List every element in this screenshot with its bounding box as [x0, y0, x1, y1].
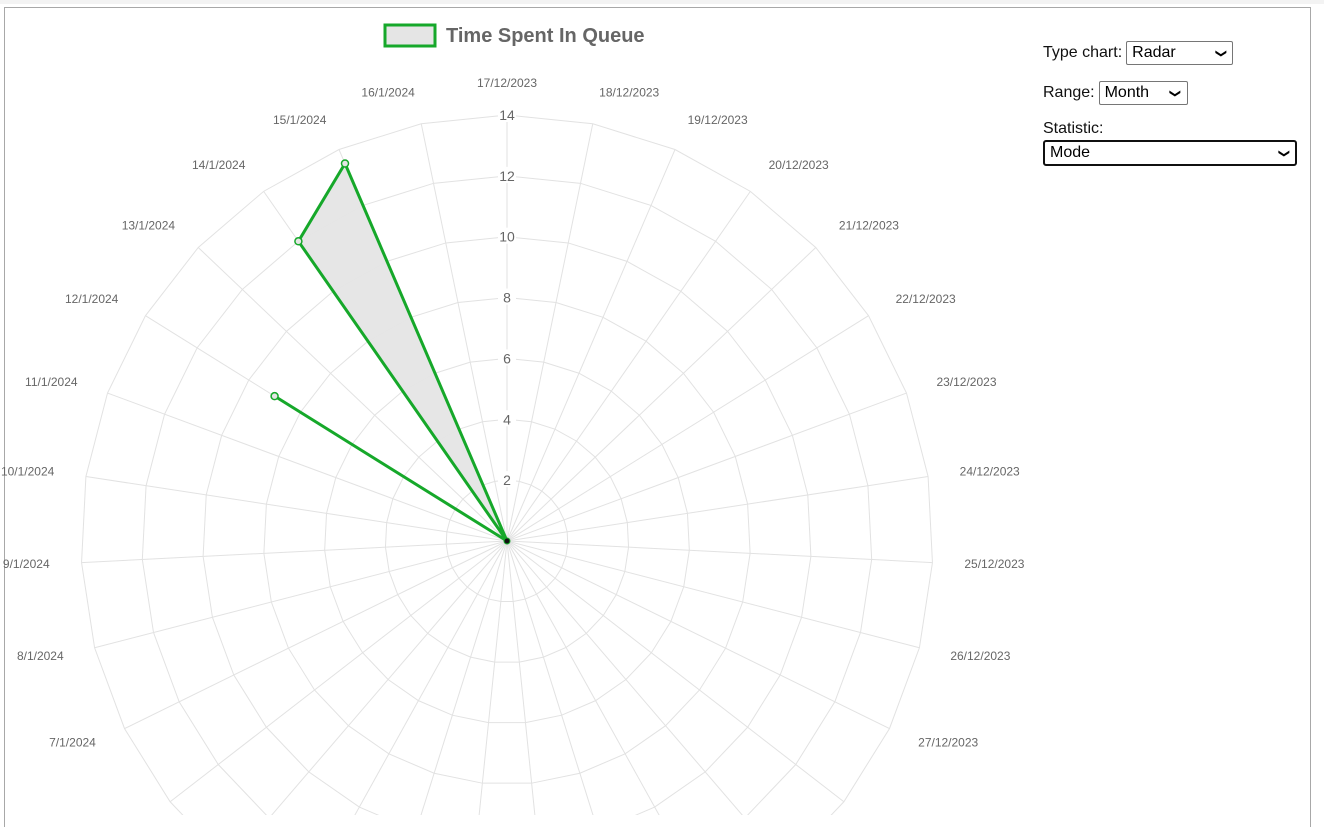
category-label: 7/1/2024: [49, 736, 96, 750]
category-label: 10/1/2024: [1, 465, 55, 479]
category-label: 25/12/2023: [964, 557, 1024, 571]
tick-label: 14: [499, 107, 515, 123]
radar-spokes: [81, 115, 933, 815]
series-layer: [270, 159, 511, 545]
legend[interactable]: Time Spent In Queue: [383, 23, 645, 48]
type-chart-select[interactable]: Radar ❯: [1126, 41, 1234, 65]
category-label: 26/12/2023: [950, 649, 1010, 663]
category-label: 20/12/2023: [769, 158, 829, 172]
spoke-line: [420, 123, 508, 542]
tick-label: 8: [503, 290, 511, 306]
spoke-line: [420, 540, 508, 815]
spoke-line: [94, 540, 508, 649]
range-row: Range: Month ❯: [1043, 80, 1297, 106]
chevron-down-icon: ❯: [1215, 48, 1228, 58]
spoke-line: [124, 540, 508, 730]
tick-backdrop: [498, 410, 516, 427]
tick-backdrop: [498, 288, 516, 305]
category-label: 16/1/2024: [361, 85, 415, 99]
data-point[interactable]: [294, 237, 303, 246]
radar-grid: [81, 114, 933, 815]
category-label: 9/1/2024: [3, 557, 50, 571]
spoke-line: [85, 475, 508, 542]
category-label: 13/1/2024: [122, 218, 176, 232]
spoke-line: [506, 540, 536, 815]
chevron-down-icon: ❯: [1277, 148, 1290, 158]
series-area: [273, 162, 509, 543]
spoke-line: [506, 475, 929, 542]
category-label: 23/12/2023: [936, 375, 996, 389]
data-point[interactable]: [340, 159, 350, 168]
tick-backdrop: [498, 227, 516, 244]
spoke-line: [506, 191, 751, 542]
radial-tick-labels: 2 4 6 8 10 12 14: [498, 106, 516, 488]
range-label: Range:: [1043, 84, 1095, 101]
spoke-line: [169, 540, 508, 803]
top-strip: [0, 0, 1324, 4]
grid-ring: [445, 479, 569, 603]
tick-backdrop: [498, 349, 516, 366]
tick-backdrop: [498, 471, 516, 488]
type-chart-label: Type chart:: [1043, 44, 1123, 61]
spoke-line: [354, 540, 508, 815]
grid-ring: [141, 175, 873, 815]
category-label: 27/12/2023: [918, 736, 978, 750]
chart-controls: Type chart: Radar ❯ Range: Month ❯ Stati…: [1043, 40, 1297, 166]
spoke-line: [506, 247, 817, 542]
category-label: 19/12/2023: [688, 113, 748, 127]
tick-label: 2: [503, 472, 511, 488]
grid-ring: [324, 357, 690, 724]
grid-ring: [263, 297, 751, 784]
spoke-line: [107, 392, 508, 542]
type-chart-row: Type chart: Radar ❯: [1043, 40, 1297, 66]
category-label: 11/1/2024: [25, 375, 78, 389]
statistic-label: Statistic:: [1043, 120, 1104, 137]
legend-label[interactable]: Time Spent In Queue: [446, 25, 645, 47]
category-label: 12/1/2024: [65, 292, 119, 306]
spoke-line: [506, 540, 660, 815]
spoke-line: [506, 540, 743, 815]
spoke-line: [81, 540, 508, 564]
grid-ring: [202, 236, 812, 815]
spoke-line: [506, 540, 933, 564]
spoke-line: [271, 540, 508, 815]
spoke-line: [506, 149, 676, 542]
category-label: 15/1/2024: [273, 113, 327, 127]
spoke-line: [506, 392, 907, 542]
category-label: 8/1/2024: [17, 649, 64, 663]
spoke-line: [506, 315, 869, 542]
category-label: 18/12/2023: [599, 85, 659, 99]
tick-label: 12: [499, 168, 515, 184]
tick-label: 4: [503, 411, 511, 427]
spoke-line: [506, 540, 890, 730]
tick-backdrop: [498, 166, 516, 183]
tick-label: 10: [499, 229, 515, 245]
grid-ring: [81, 114, 933, 815]
spoke-line: [506, 540, 845, 803]
chevron-down-icon: ❯: [1169, 88, 1182, 98]
data-point[interactable]: [270, 391, 279, 401]
statistic-select[interactable]: Mode ❯: [1043, 140, 1297, 166]
spoke-line: [506, 123, 594, 542]
range-value: Month: [1104, 84, 1150, 101]
category-labels: 17/12/2023 18/12/2023 19/12/2023 20/12/2023…: [1, 76, 1025, 815]
category-label: 22/12/2023: [896, 292, 956, 306]
type-chart-value: Radar: [1132, 44, 1176, 61]
statistic-value: Mode: [1050, 144, 1091, 161]
tick-label: 6: [503, 350, 511, 366]
center-point: [503, 537, 511, 545]
category-label: 17/12/2023: [477, 76, 537, 90]
category-label: 21/12/2023: [839, 218, 899, 232]
spoke-line: [506, 540, 594, 815]
spoke-line: [478, 540, 508, 815]
tick-backdrop: [498, 106, 516, 122]
category-label: 14/1/2024: [192, 158, 246, 172]
grid-ring: [384, 418, 630, 663]
range-select[interactable]: Month ❯: [1098, 81, 1188, 105]
category-label: 24/12/2023: [960, 465, 1020, 479]
spoke-line: [506, 540, 920, 649]
spoke-line: [197, 247, 508, 542]
legend-swatch[interactable]: [383, 23, 437, 48]
